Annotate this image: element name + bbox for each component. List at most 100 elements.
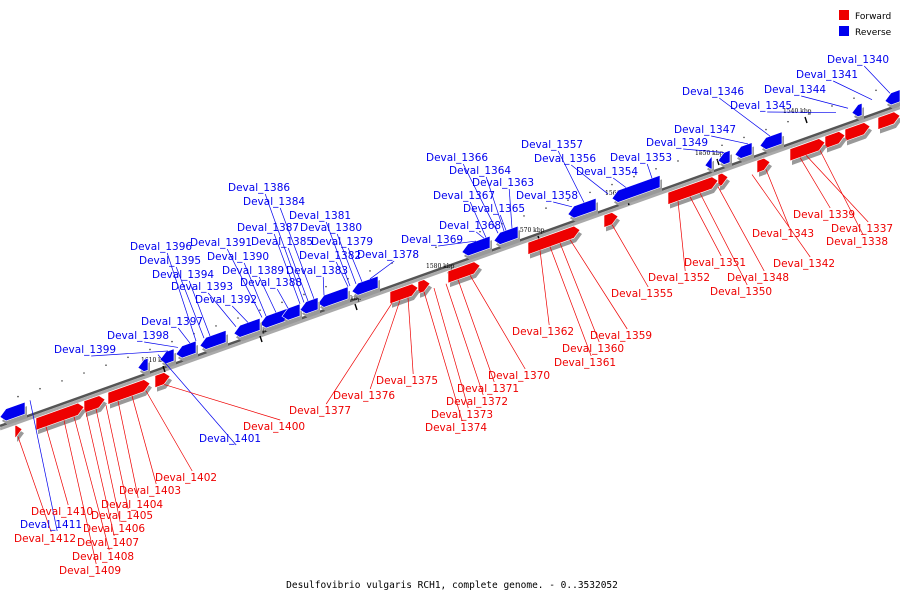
gene-label[interactable]: Deval_1373 <box>431 409 493 421</box>
gene-label[interactable]: Deval_1375 <box>376 375 438 387</box>
gene-label[interactable]: Deval_1372 <box>446 396 508 408</box>
reverse-gene-arrow[interactable] <box>233 317 261 338</box>
forward-gene-arrow[interactable] <box>667 176 719 205</box>
reverse-gene-arrow[interactable] <box>281 303 301 321</box>
reverse-gene-arrow[interactable] <box>717 149 731 165</box>
gene-label[interactable]: Deval_1384 <box>243 196 305 208</box>
forward-gene-arrow[interactable] <box>389 283 419 305</box>
gene-label[interactable]: Deval_1393 <box>171 281 233 293</box>
gene-label[interactable]: Deval_1345 <box>730 100 792 112</box>
gene-label[interactable]: Deval_1387 <box>237 222 299 234</box>
gene-label[interactable]: Deval_1370 <box>488 370 550 382</box>
forward-gene-arrow[interactable] <box>154 372 171 389</box>
gene-label[interactable]: Deval_1365 <box>463 203 525 215</box>
reverse-gene-arrow[interactable] <box>567 197 597 219</box>
gene-label[interactable]: Deval_1405 <box>91 510 153 522</box>
gene-label[interactable]: Deval_1401 <box>199 433 261 445</box>
forward-gene-arrow[interactable] <box>756 157 771 174</box>
gene-label[interactable]: Deval_1347 <box>674 124 736 136</box>
gene-label[interactable]: Deval_1404 <box>101 499 163 511</box>
gene-label[interactable]: Deval_1344 <box>764 84 826 96</box>
reverse-gene-arrow[interactable] <box>611 174 661 203</box>
gene-label[interactable]: Deval_1357 <box>521 139 583 151</box>
forward-gene-arrow[interactable] <box>789 138 826 162</box>
gene-label[interactable]: Deval_1338 <box>826 236 888 248</box>
reverse-gene-arrow[interactable] <box>137 357 149 372</box>
gene-label[interactable]: Deval_1376 <box>333 390 395 402</box>
reverse-gene-arrow[interactable] <box>175 340 197 359</box>
gene-label[interactable]: Deval_1398 <box>107 330 169 342</box>
reverse-gene-arrow[interactable] <box>851 102 863 118</box>
gene-label[interactable]: Deval_1411 <box>20 519 82 531</box>
gene-label[interactable]: Deval_1392 <box>195 294 257 306</box>
gene-label[interactable]: Deval_1399 <box>54 344 116 356</box>
gene-label[interactable]: Deval_1403 <box>119 485 181 497</box>
reverse-gene-arrow[interactable] <box>461 235 491 257</box>
gene-label[interactable]: Deval_1349 <box>646 137 708 149</box>
gene-label[interactable]: Deval_1381 <box>289 210 351 222</box>
gene-label[interactable]: Deval_1369 <box>401 234 463 246</box>
reverse-gene-arrow[interactable] <box>0 401 26 422</box>
reverse-gene-arrow[interactable] <box>704 156 713 170</box>
gene-label[interactable]: Deval_1409 <box>59 565 121 577</box>
gene-label[interactable]: Deval_1356 <box>534 153 596 165</box>
gene-label[interactable]: Deval_1354 <box>576 166 638 178</box>
gene-label[interactable]: Deval_1406 <box>83 523 145 535</box>
gene-label[interactable]: Deval_1363 <box>472 177 534 189</box>
gene-label[interactable]: Deval_1342 <box>773 258 835 270</box>
gene-label[interactable]: Deval_1364 <box>449 165 511 177</box>
reverse-gene-arrow[interactable] <box>299 297 319 315</box>
gene-label[interactable]: Deval_1388 <box>240 277 302 289</box>
gene-label[interactable]: Deval_1382 <box>299 250 361 262</box>
gene-label[interactable]: Deval_1379 <box>311 236 373 248</box>
gene-label[interactable]: Deval_1337 <box>831 223 893 235</box>
gene-label[interactable]: Deval_1341 <box>796 69 858 81</box>
forward-gene-arrow[interactable] <box>14 424 23 439</box>
gene-label[interactable]: Deval_1407 <box>77 537 139 549</box>
forward-gene-arrow[interactable] <box>107 379 151 405</box>
gene-label[interactable]: Deval_1340 <box>827 54 889 66</box>
gene-label[interactable]: Deval_1408 <box>72 551 134 563</box>
gene-label[interactable]: Deval_1389 <box>222 265 284 277</box>
reverse-gene-arrow[interactable] <box>199 329 227 350</box>
gene-label[interactable]: Deval_1343 <box>752 228 814 240</box>
reverse-gene-arrow[interactable] <box>759 131 783 150</box>
gene-label[interactable]: Deval_1350 <box>710 286 772 298</box>
gene-label[interactable]: Deval_1383 <box>286 265 348 277</box>
reverse-gene-arrow[interactable] <box>884 89 900 106</box>
gene-label[interactable]: Deval_1412 <box>14 533 76 545</box>
gene-label[interactable]: Deval_1394 <box>152 269 214 281</box>
gene-label[interactable]: Deval_1359 <box>590 330 652 342</box>
gene-label[interactable]: Deval_1386 <box>228 182 290 194</box>
gene-label[interactable]: Deval_1380 <box>300 222 362 234</box>
gene-label[interactable]: Deval_1346 <box>682 86 744 98</box>
gene-label[interactable]: Deval_1391 <box>190 237 252 249</box>
gene-label[interactable]: Deval_1390 <box>207 251 269 263</box>
reverse-gene-arrow[interactable] <box>493 225 519 245</box>
gene-label[interactable]: Deval_1358 <box>516 190 578 202</box>
gene-label[interactable]: Deval_1361 <box>554 357 616 369</box>
gene-label[interactable]: Deval_1396 <box>130 241 192 253</box>
forward-gene-arrow[interactable] <box>603 212 619 228</box>
forward-gene-arrow[interactable] <box>877 111 900 130</box>
gene-label[interactable]: Deval_1378 <box>357 249 419 261</box>
gene-label[interactable]: Deval_1339 <box>793 209 855 221</box>
gene-label[interactable]: Deval_1360 <box>562 343 624 355</box>
gene-label[interactable]: Deval_1348 <box>727 272 789 284</box>
gene-label[interactable]: Deval_1351 <box>684 257 746 269</box>
gene-label[interactable]: Deval_1371 <box>457 383 519 395</box>
gene-label[interactable]: Deval_1374 <box>425 422 487 434</box>
gene-label[interactable]: Deval_1385 <box>251 236 313 248</box>
gene-label[interactable]: Deval_1353 <box>610 152 672 164</box>
gene-label[interactable]: Deval_1367 <box>433 190 495 202</box>
gene-label[interactable]: Deval_1402 <box>155 472 217 484</box>
gene-label[interactable]: Deval_1377 <box>289 405 351 417</box>
gene-label[interactable]: Deval_1400 <box>243 421 305 433</box>
gene-label[interactable]: Deval_1410 <box>31 506 93 518</box>
gene-label[interactable]: Deval_1352 <box>648 272 710 284</box>
forward-gene-arrow[interactable] <box>527 225 581 255</box>
reverse-gene-arrow[interactable] <box>351 275 379 296</box>
gene-label[interactable]: Deval_1355 <box>611 288 673 300</box>
gene-label[interactable]: Deval_1362 <box>512 326 574 338</box>
reverse-gene-arrow[interactable] <box>734 142 753 159</box>
